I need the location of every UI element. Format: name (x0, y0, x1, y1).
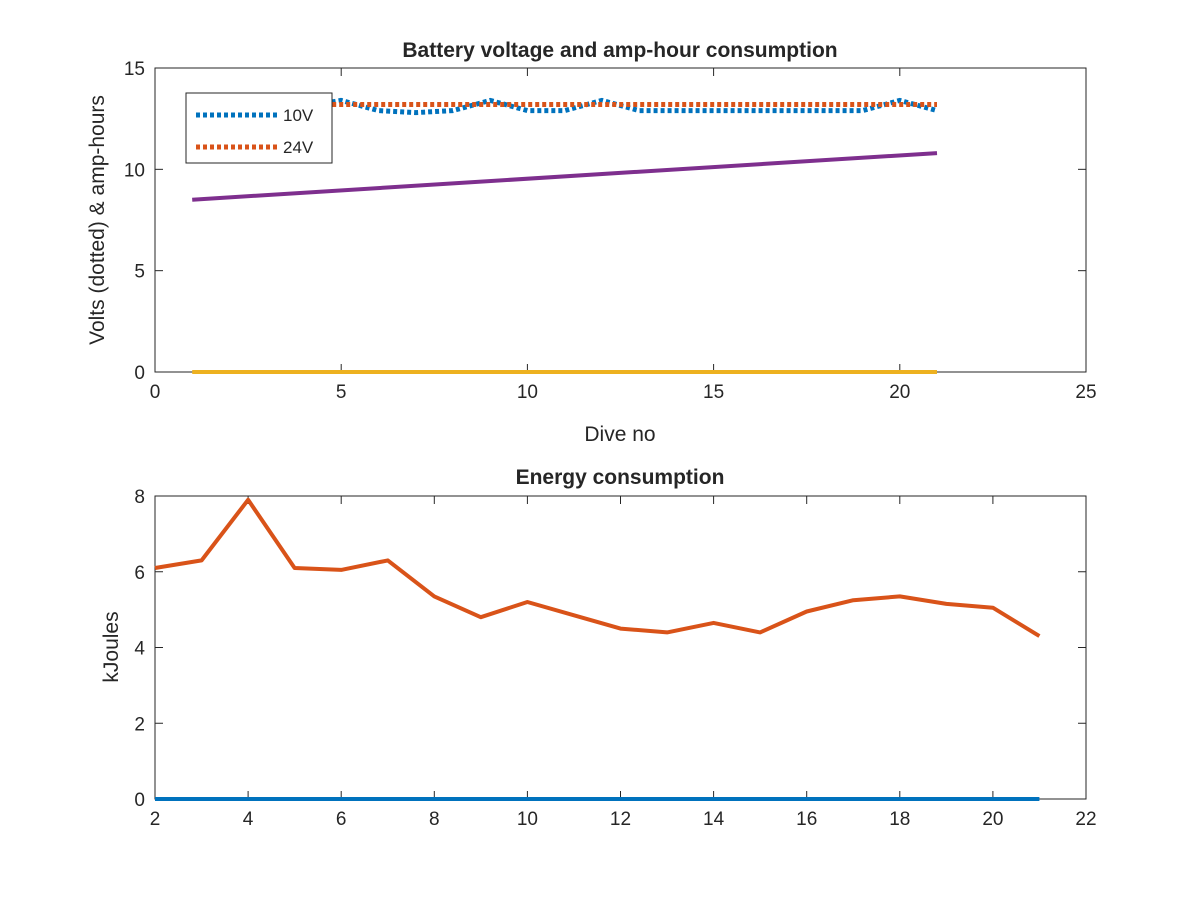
x-tick-label: 25 (1075, 382, 1096, 403)
x-tick-label: 6 (336, 809, 347, 830)
top-chart-ylabel: Volts (dotted) & amp-hours (86, 95, 109, 345)
y-tick-label: 2 (134, 714, 145, 735)
x-tick-label: 5 (336, 382, 347, 403)
y-tick-label: 10 (124, 160, 145, 181)
bottom-chart-ylabel: kJoules (100, 611, 123, 682)
series-line-0 (154, 497, 1041, 638)
y-tick-label: 15 (124, 59, 145, 80)
x-tick-label: 12 (610, 809, 631, 830)
x-tick-label: 4 (243, 809, 254, 830)
legend-box (185, 92, 333, 164)
x-tick-label: 10 (517, 809, 538, 830)
y-tick-label: 8 (134, 487, 145, 508)
y-tick-label: 6 (134, 563, 145, 584)
x-tick-label: 20 (982, 809, 1003, 830)
y-tick-label: 5 (134, 262, 145, 283)
x-tick-label: 2 (150, 809, 161, 830)
x-tick-label: 18 (889, 809, 910, 830)
x-tick-label: 10 (517, 382, 538, 403)
x-tick-label: 14 (703, 809, 725, 830)
voltage-amp-hour-axes: Battery voltage and amp-hour consumption… (86, 39, 1097, 446)
top-chart-title: Battery voltage and amp-hour consumption (402, 39, 837, 62)
x-tick-label: 22 (1075, 809, 1096, 830)
y-tick-label: 0 (134, 363, 145, 384)
axes-box (154, 495, 1087, 800)
x-tick-label: 15 (703, 382, 724, 403)
series-line-2 (192, 151, 938, 202)
bottom-chart-title: Energy consumption (516, 466, 725, 489)
x-tick-label: 0 (150, 382, 161, 403)
energy-consumption-axes: Energy consumption kJoules 2 4 6 8 10 12 14 16 1… (100, 466, 1097, 830)
x-tick-label: 20 (889, 382, 910, 403)
y-tick-label: 4 (134, 639, 145, 660)
x-tick-label: 16 (796, 809, 817, 830)
legend-label-24v: 24V (283, 138, 314, 157)
top-chart-xlabel: Dive no (584, 423, 655, 446)
x-tick-label: 8 (429, 809, 440, 830)
y-tick-label: 0 (134, 790, 145, 811)
legend-label-10v: 10V (283, 106, 314, 125)
